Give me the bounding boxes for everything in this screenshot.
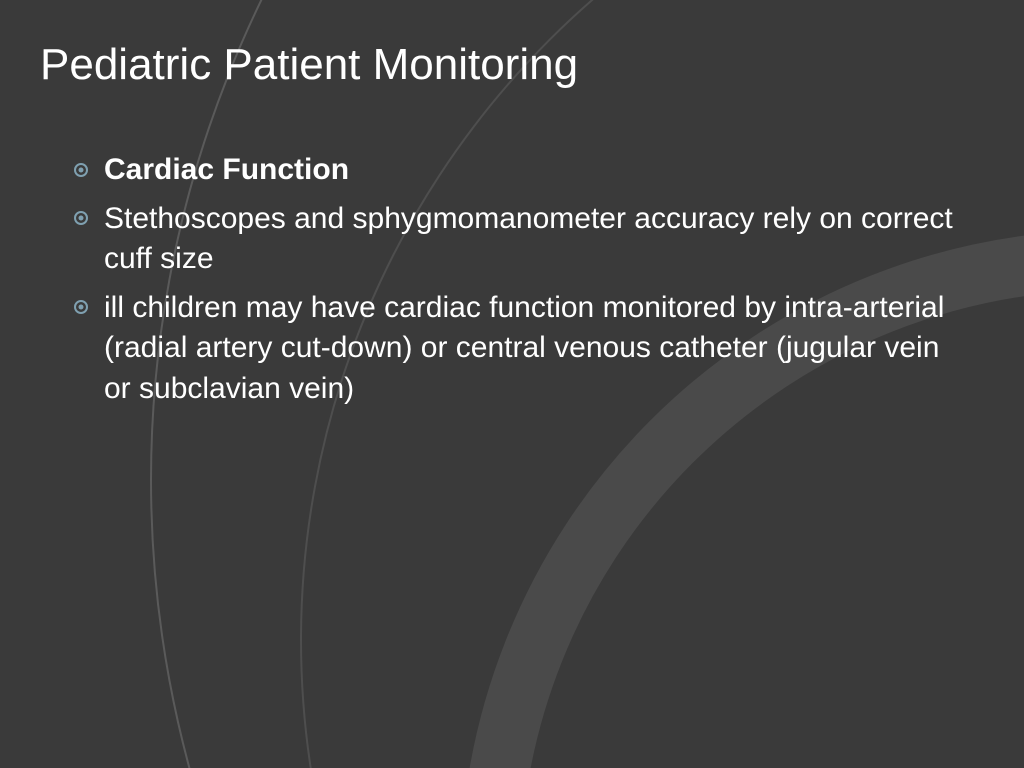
bullet-text: Cardiac Function bbox=[104, 150, 954, 191]
bullet-target-icon bbox=[74, 300, 88, 314]
bullet-target-icon bbox=[74, 163, 88, 177]
bullet-item: Cardiac Function bbox=[74, 150, 954, 191]
bullet-text: ill children may have cardiac function m… bbox=[104, 288, 954, 410]
bullet-list: Cardiac Function Stethoscopes and sphygmo… bbox=[74, 150, 954, 409]
bullet-text: Stethoscopes and sphygmomanometer accura… bbox=[104, 199, 954, 280]
bullet-target-icon bbox=[74, 211, 88, 225]
bullet-item: ill children may have cardiac function m… bbox=[74, 288, 954, 410]
bullet-item: Stethoscopes and sphygmomanometer accura… bbox=[74, 199, 954, 280]
slide: Pediatric Patient Monitoring Cardiac Fun… bbox=[0, 0, 1024, 768]
slide-title: Pediatric Patient Monitoring bbox=[40, 40, 578, 90]
